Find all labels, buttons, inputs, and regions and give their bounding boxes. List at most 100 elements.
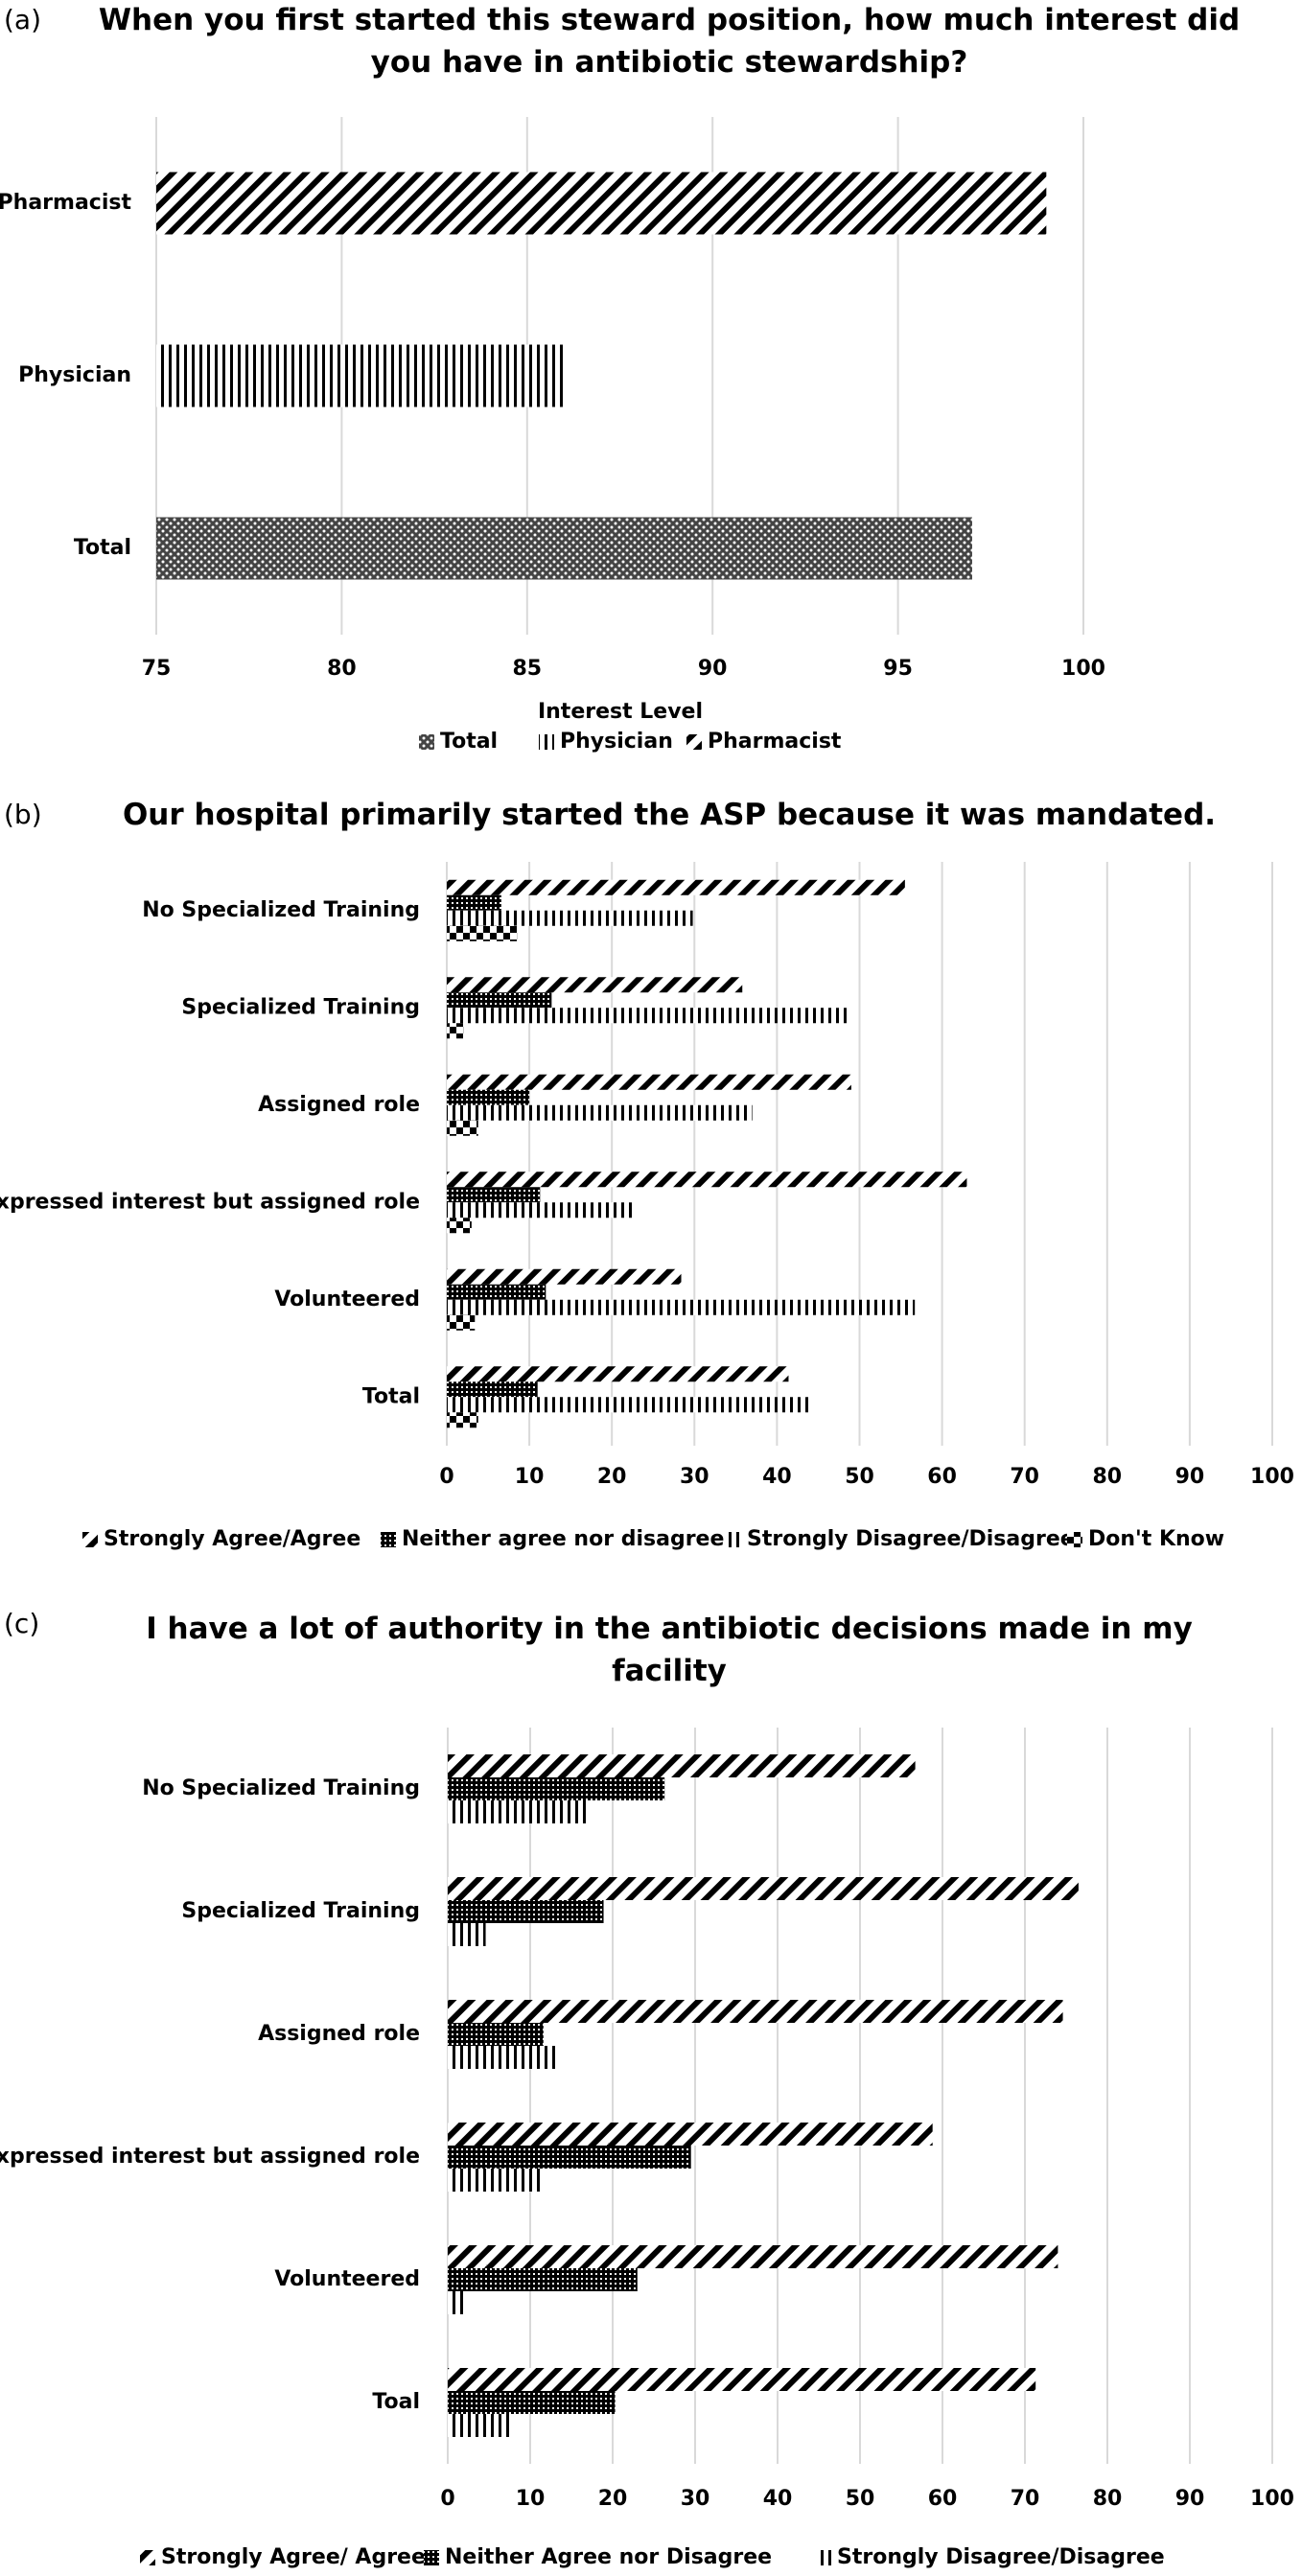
bar xyxy=(156,344,565,407)
bar xyxy=(447,1104,753,1121)
chart-title: When you first started this steward posi… xyxy=(99,3,1240,80)
x-tick-label: 0 xyxy=(440,2487,454,2511)
bar xyxy=(447,1008,851,1024)
category-label: Assigned role xyxy=(258,2022,420,2046)
legend-label: Physician xyxy=(560,730,673,754)
bar xyxy=(447,1268,682,1285)
bar xyxy=(447,1023,464,1039)
category-label: Volunteered xyxy=(274,1288,420,1311)
legend-swatch xyxy=(419,734,434,750)
bar xyxy=(448,2268,638,2291)
panel-label: (b) xyxy=(4,799,42,830)
x-tick-label: 100 xyxy=(1250,1465,1294,1489)
title-line: facility xyxy=(612,1654,727,1688)
category-label: Specialized Training xyxy=(181,1899,420,1923)
title-line: Our hospital primarily started the ASP b… xyxy=(123,798,1216,832)
x-tick-label: 60 xyxy=(928,2487,958,2511)
title-line: When you first started this steward posi… xyxy=(99,3,1240,37)
legend-label: Strongly Disagree/Disagree xyxy=(837,2545,1165,2569)
legend-label: Neither Agree nor Disagree xyxy=(445,2545,772,2569)
legend-label: Total xyxy=(440,730,498,754)
legend-label: Strongly Agree/ Agree xyxy=(161,2545,426,2569)
category-label: Physician xyxy=(18,363,131,387)
bar xyxy=(156,517,972,580)
bar xyxy=(448,2023,544,2046)
x-tick-label: 85 xyxy=(512,657,542,681)
legend-swatch xyxy=(816,2550,831,2565)
x-tick-label: 70 xyxy=(1010,1465,1039,1489)
bar xyxy=(448,1754,916,1777)
x-tick-label: 40 xyxy=(763,2487,793,2511)
bar xyxy=(156,172,1047,235)
x-tick-label: 50 xyxy=(845,1465,874,1489)
category-label: Total xyxy=(362,1384,420,1408)
category-label: Volunteered xyxy=(274,2267,420,2291)
bar xyxy=(447,1397,810,1413)
bar xyxy=(447,992,552,1009)
bar xyxy=(447,925,518,941)
x-tick-label: 0 xyxy=(439,1465,453,1489)
category-label: Assigned role xyxy=(258,1093,420,1117)
bar xyxy=(447,1366,789,1382)
legend-label: Strongly Disagree/Disagree xyxy=(747,1527,1075,1551)
legend-swatch xyxy=(424,2550,439,2565)
bar xyxy=(448,2245,1058,2268)
legend-swatch xyxy=(82,1532,98,1547)
legend-label: Neither agree nor disagree xyxy=(402,1527,724,1551)
bar xyxy=(447,910,693,926)
x-tick-label: 80 xyxy=(1092,1465,1122,1489)
bar xyxy=(448,2000,1063,2023)
legend-swatch xyxy=(726,1532,741,1547)
legend-label: Pharmacist xyxy=(708,730,842,754)
x-tick-label: 20 xyxy=(597,1465,627,1489)
bar xyxy=(447,1412,478,1428)
bar xyxy=(448,2414,511,2437)
bar xyxy=(447,1284,546,1300)
bar xyxy=(447,977,743,993)
chart-title: Our hospital primarily started the ASP b… xyxy=(123,798,1216,832)
bar xyxy=(448,2291,468,2314)
title-line: you have in antibiotic stewardship? xyxy=(371,45,968,80)
bar xyxy=(447,1299,916,1315)
category-label: Total xyxy=(74,536,131,560)
bar xyxy=(448,2123,933,2146)
bar xyxy=(447,1202,635,1218)
legend-label: Strongly Agree/Agree xyxy=(104,1527,360,1551)
bar xyxy=(447,1074,851,1090)
bar xyxy=(447,1218,472,1234)
bar xyxy=(448,1877,1079,1900)
legend-swatch xyxy=(539,734,554,750)
x-tick-label: 20 xyxy=(598,2487,628,2511)
x-tick-label: 90 xyxy=(1175,2487,1205,2511)
bar xyxy=(447,1187,541,1203)
bar xyxy=(448,2169,544,2192)
bar xyxy=(447,1089,530,1105)
category-label: No Specialized Training xyxy=(142,898,420,922)
bar xyxy=(448,2391,616,2414)
x-tick-label: 40 xyxy=(762,1465,792,1489)
x-tick-label: 80 xyxy=(1093,2487,1123,2511)
legend-swatch xyxy=(140,2550,155,2565)
bar xyxy=(448,2146,691,2169)
category-label: No Specialized Training xyxy=(142,1776,420,1800)
x-tick-label: 100 xyxy=(1250,2487,1294,2511)
x-tick-label: 10 xyxy=(515,1465,545,1489)
x-tick-label: 30 xyxy=(681,2487,710,2511)
x-tick-label: 10 xyxy=(516,2487,546,2511)
bar xyxy=(447,1314,476,1331)
panel-label: (a) xyxy=(4,4,41,35)
bar xyxy=(447,1120,478,1136)
bar xyxy=(447,879,905,895)
legend-swatch xyxy=(686,734,702,750)
category-label: Expressed interest but assigned role xyxy=(0,1190,420,1214)
x-axis-label: Interest Level xyxy=(538,700,703,724)
bar xyxy=(447,894,501,911)
x-tick-label: 90 xyxy=(1175,1465,1205,1489)
category-label: Toal xyxy=(372,2390,420,2414)
x-tick-label: 70 xyxy=(1011,2487,1040,2511)
bar xyxy=(447,1381,538,1398)
x-tick-label: 90 xyxy=(698,657,728,681)
x-tick-label: 60 xyxy=(927,1465,957,1489)
x-tick-label: 50 xyxy=(846,2487,875,2511)
